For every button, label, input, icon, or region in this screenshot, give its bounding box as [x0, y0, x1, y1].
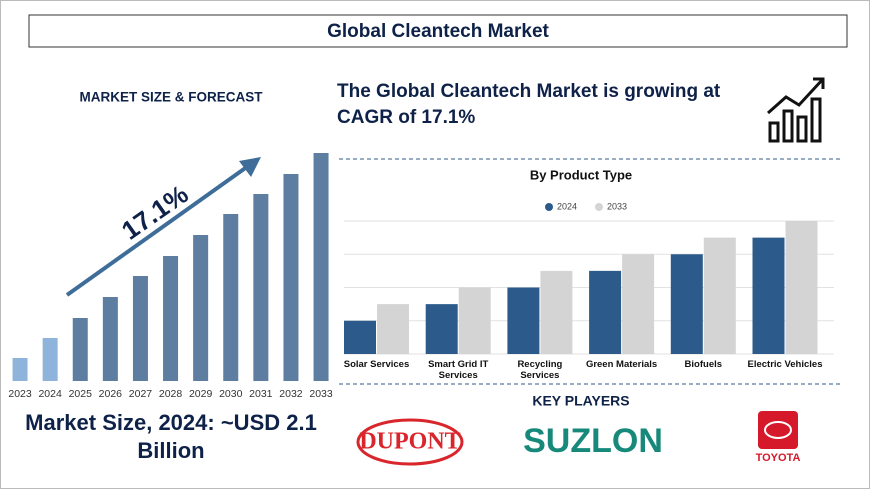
logo-text: DUPONT — [359, 429, 460, 455]
bar — [703, 237, 736, 354]
x-tick-label: Electric Vehicles — [747, 359, 823, 370]
arrow-head — [239, 157, 261, 177]
legend-swatch — [595, 203, 603, 211]
x-tick-label: Recycling Services — [517, 359, 563, 381]
page-title: Global Cleantech Market — [327, 21, 549, 42]
x-tick-label: 2030 — [219, 388, 243, 400]
bar — [670, 254, 703, 354]
x-tick-label: Green Materials — [585, 359, 658, 370]
bar — [253, 194, 269, 381]
bar — [458, 287, 491, 354]
logo-text: SUZLON — [523, 422, 663, 460]
bar — [12, 358, 28, 381]
bar — [377, 304, 409, 354]
bar — [589, 270, 622, 354]
x-tick-label: 2027 — [129, 388, 153, 400]
bar — [163, 256, 179, 381]
bar — [752, 237, 785, 354]
trend-arrow — [65, 162, 253, 297]
bar — [622, 254, 655, 354]
legend-label: 2033 — [607, 201, 627, 211]
growth-icon — [767, 77, 825, 143]
bar — [425, 304, 458, 354]
chart-title: MARKET SIZE & FORECAST — [79, 90, 263, 105]
x-tick-label: Smart Grid IT Services — [428, 359, 489, 381]
toyota-ring — [764, 421, 792, 439]
bar — [132, 276, 148, 381]
x-tick-label: 2025 — [69, 388, 93, 400]
x-tick-label: 2029 — [189, 388, 213, 400]
bar — [283, 174, 299, 381]
bar — [785, 221, 818, 354]
x-tick-label: 2024 — [38, 388, 62, 400]
legend-label: 2024 — [557, 201, 577, 211]
x-tick-label: 2028 — [159, 388, 183, 400]
logo-text: TOYOTA — [756, 452, 801, 464]
toyota-emblem — [758, 411, 798, 449]
bar — [102, 297, 118, 381]
headline: The Global Cleantech Market is growing a… — [337, 81, 721, 128]
bar — [223, 214, 239, 381]
bar — [507, 287, 540, 354]
x-tick-label: 2031 — [249, 388, 273, 400]
dupont-oval — [356, 418, 464, 466]
x-tick-label: 2026 — [99, 388, 123, 400]
section-title: KEY PLAYERS — [532, 393, 629, 409]
bar — [42, 338, 58, 381]
x-tick-label: 2032 — [279, 388, 303, 400]
legend-swatch — [545, 203, 553, 211]
x-tick-label: Biofuels — [684, 359, 723, 370]
x-tick-label: Solar Services — [343, 359, 410, 370]
market-size: Market Size, 2024: ~USD 2.1 Billion — [25, 410, 317, 463]
bar — [313, 153, 329, 381]
bar — [540, 270, 573, 354]
bar — [193, 235, 209, 381]
title-box — [28, 14, 848, 48]
x-tick-label: 2033 — [309, 388, 333, 400]
chart-title: By Product Type — [530, 167, 632, 182]
bar — [344, 320, 376, 354]
bar — [72, 318, 88, 381]
x-tick-label: 2023 — [8, 388, 32, 400]
